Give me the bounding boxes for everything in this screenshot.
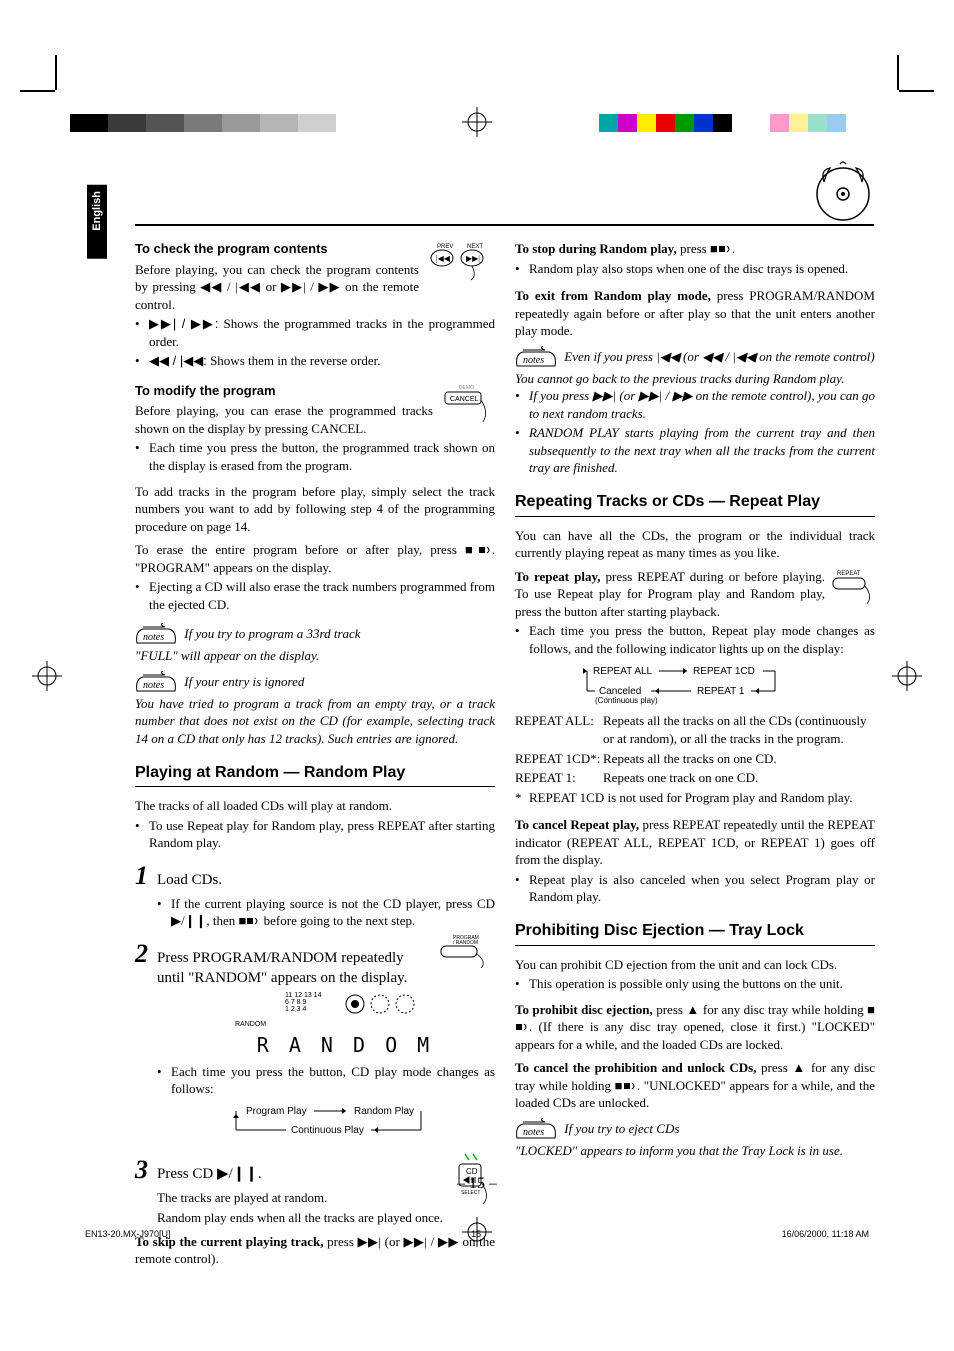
language-tab: English [87,185,107,259]
repeat-button-icon: REPEAT [831,568,875,608]
registration-mark-icon [892,661,922,691]
note-body: "FULL" will appear on the display. [135,647,495,665]
para: The tracks are played at random. [135,1189,495,1207]
cd-logo-icon [812,160,874,222]
right-column: To stop during Random play, press ■. •Ra… [515,240,875,1274]
registration-mark-icon [462,1217,492,1247]
section-random-play: Playing at Random — Random Play [135,762,495,788]
svg-text:|◀◀: |◀◀ [436,254,451,263]
registration-mark-icon [462,107,492,137]
svg-text:Random Play: Random Play [354,1106,414,1117]
prev-next-buttons-icon: PREV NEXT |◀◀ ▶▶| [425,240,495,282]
para: You can prohibit CD ejection from the un… [515,956,875,974]
bullet: •To use Repeat play for Random play, pre… [135,817,495,852]
note-body: You have tried to program a track from a… [135,695,495,748]
para: To prohibit disc ejection, press ▲ for a… [515,1001,875,1054]
para: Random play ends when all the tracks are… [135,1209,495,1227]
para: To stop during Random play, press ■. [515,240,875,258]
crop-mark [55,55,57,90]
para: To repeat play, press REPEAT during or b… [515,568,875,621]
svg-text:notes: notes [523,355,544,366]
notes-icon: notes [515,346,557,370]
svg-text:notes: notes [143,680,164,691]
svg-text:/ RANDOM: / RANDOM [453,940,478,946]
para: To add tracks in the program before play… [135,483,495,536]
svg-text:Continuous Play: Continuous Play [291,1125,364,1136]
section-repeat-play: Repeating Tracks or CDs — Repeat Play [515,491,875,517]
cycle-diagram: Program Play Random Play Continuous Play [157,1102,495,1147]
color-bar-right [599,114,884,132]
definition: REPEAT 1CD*:Repeats all the tracks on on… [515,750,875,768]
bullet: •RANDOM PLAY starts playing from the cur… [515,424,875,477]
svg-text:▶▶|: ▶▶| [466,254,480,263]
svg-text:notes: notes [523,1127,544,1138]
para: The tracks of all loaded CDs will play a… [135,797,495,815]
notes-icon: notes [515,1118,557,1142]
svg-text:NEXT: NEXT [467,244,483,250]
step-2: 2 Press PROGRAM/RANDOM repeatedly until … [135,936,433,989]
bullet: •Random play also stops when one of the … [515,260,875,278]
notes-icon: notes [135,623,177,647]
bullet: •If the current playing source is not th… [135,895,495,930]
svg-text:(Continuous play): (Continuous play) [595,696,658,705]
color-bar-left [70,114,355,132]
svg-text:CANCEL: CANCEL [450,396,479,403]
header-rule [135,224,874,226]
note: notes If you try to eject CDs [515,1118,875,1142]
definition: REPEAT 1:Repeats one track on one CD. [515,769,875,787]
svg-text:DEMO: DEMO [459,385,474,391]
footnote: *REPEAT 1CD is not used for Program play… [515,789,875,807]
svg-text:REPEAT ALL: REPEAT ALL [593,666,653,677]
para: To erase the entire program before or af… [135,541,495,576]
svg-text:REPEAT 1CD: REPEAT 1CD [693,666,755,677]
para: You can have all the CDs, the program or… [515,527,875,562]
bullet: •Each time you press the button, the pro… [135,439,495,474]
cancel-button-icon: DEMO CANCEL [439,382,495,428]
bullet: •▶▶| / ▶▶: Shows the programmed tracks i… [135,315,495,350]
crop-mark [899,90,934,92]
svg-text:REPEAT: REPEAT [837,571,861,577]
svg-text:Program Play: Program Play [246,1106,307,1117]
bullet: •◀◀ / |◀◀: Shows them in the reverse ord… [135,352,495,370]
note: notes If you try to program a 33rd track [135,623,495,647]
repeat-cycle-diagram: REPEAT ALL REPEAT 1CD Canceled REPEAT 1 … [575,661,875,710]
svg-text:1 2 3 46 7 8 911 12 13 14: 1 2 3 46 7 8 911 12 13 14 [285,992,322,1013]
crop-mark [20,90,55,92]
bullet: •Each time you press the button, CD play… [135,1063,495,1098]
para: To exit from Random play mode, press PRO… [515,287,875,340]
bullet: •If you press ▶▶| (or ▶▶| / ▶▶ on the re… [515,387,875,422]
step-3: 3 Press CD ▶/❙❙. [135,1152,445,1187]
svg-text:notes: notes [143,632,164,643]
step-1: 1 Load CDs. [135,858,495,893]
bullet: •Repeat play is also canceled when you s… [515,871,875,906]
footer-filename: EN13-20.MX-J970[U] [85,1229,171,1239]
para: To cancel Repeat play, press REPEAT repe… [515,816,875,869]
definition: REPEAT ALL:Repeats all the tracks on all… [515,712,875,747]
notes-icon: notes [135,671,177,695]
footer-timestamp: 16/06/2000, 11:18 AM [782,1229,869,1239]
registration-mark-icon [32,661,62,691]
note-body: "LOCKED" appears to inform you that the … [515,1142,875,1160]
svg-text:PREV: PREV [437,244,453,250]
left-column: PREV NEXT |◀◀ ▶▶| To check the program c… [135,240,495,1274]
section-tray-lock: Prohibiting Disc Ejection — Tray Lock [515,920,875,946]
program-random-button-icon: PROGRAM / RANDOM [439,932,495,970]
note: notes Even if you press |◀◀ (or ◀◀ / |◀◀… [515,346,875,388]
bullet: •Ejecting a CD will also erase the track… [135,578,495,613]
note: notes If your entry is ignored [135,671,495,695]
svg-text:REPEAT 1: REPEAT 1 [697,686,745,697]
page-number: – 15 – [457,1175,497,1193]
display-panel: 1 2 3 46 7 8 911 12 13 14 RANDOM [235,991,495,1030]
crop-mark [897,55,899,90]
bullet: •Each time you press the button, Repeat … [515,622,875,657]
bullet: •This operation is possible only using t… [515,975,875,993]
display-text: R A N D O M [195,1032,495,1059]
para: To cancel the prohibition and unlock CDs… [515,1059,875,1112]
